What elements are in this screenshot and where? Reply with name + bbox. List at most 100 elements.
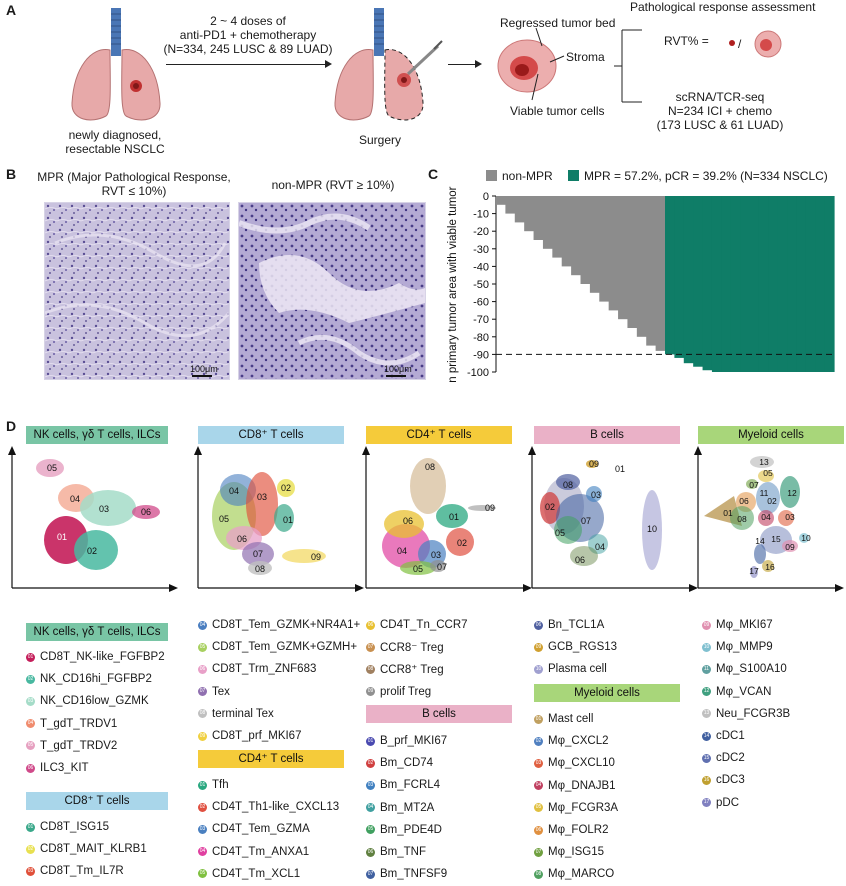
legend-nonmpr-swatch [486,170,497,181]
waterfall-bar-mpr [796,196,807,372]
legend-title-myeloid: Myeloid cells [534,684,680,702]
waterfall-bar-nonmpr [618,196,629,320]
legend-dot: 03 [534,758,543,768]
legend-label: CD8T_NK-like_FGFBP2 [40,651,165,664]
mpr-histology-image [44,202,230,380]
legend-dot: 03 [26,866,35,876]
umap-cd8-label: 04 [229,486,239,496]
legend-label: Bm_MT2A [380,801,435,814]
legend-label: Bm_TNFSF9 [380,868,448,881]
legend-label: Mast cell [548,713,594,726]
legend-item: 06 Mφ_FOLR2 [534,819,618,841]
rvt-slash: / [738,37,742,51]
legend-dot: 05 [366,825,375,835]
legend-label: GCB_RGS13 [548,641,618,654]
legend-dot: 04 [366,803,375,813]
legend-dot: 10 [702,642,711,652]
legend-item: 06 Bm_TNF [366,841,447,863]
waterfall-tick-label: -30 [473,244,489,256]
scalebar-1: 100μm [190,364,218,374]
legend-item: 01 CD8T_NK-like_FGFBP2 [26,646,165,668]
umap-cd4: 08 01 09 02 04 03 05 06 07 [362,446,532,592]
dose-line-2: anti-PD1 + chemotherapy [179,28,317,42]
waterfall-bar-nonmpr [533,196,544,240]
waterfall-bar-mpr [711,196,722,372]
legend-label: Plasma cell [548,663,607,676]
legend-label: Bm_TNF [380,846,426,859]
dose-line-3: (N=334, 245 LUSC & 89 LUAD) [163,42,333,56]
legend-dot: 07 [534,847,543,857]
umap-myeloid-label: 03 [785,512,795,522]
panel-a-label: A [6,2,17,18]
waterfall-tick-label: -50 [473,279,489,291]
legend-label: pDC [716,796,740,809]
legend-title-nk: NK cells, γδ T cells, ILCs [26,623,168,641]
umap-nk-label: 05 [47,463,57,473]
legend-dot: 01 [26,822,35,832]
umap-b-label: 02 [545,502,555,512]
legend-dot: 05 [198,869,207,879]
legend-label: Mφ_MKI67 [716,619,773,632]
panel-c-label: C [428,166,439,182]
dose-line-1: 2 ~ 4 doses of [210,14,286,28]
legend-label: Mφ_VCAN [716,685,772,698]
waterfall-bar-nonmpr [655,196,666,351]
umap-cd8-label: 08 [255,564,265,574]
legend-dot: 06 [366,620,375,630]
legend-item: 11 Mφ_S100A10 [702,658,790,680]
umap-myeloid-label: 14 [755,536,765,546]
legend-dot: 11 [702,664,711,674]
legend-cd4-b: 06 CD4T_Tn_CCR7 07 CCR8⁻ Treg 08 CCR8⁺ Treg 09… [366,614,468,703]
umap-cd8-label: 07 [253,549,263,559]
legend-dot: 03 [26,696,35,706]
mpr-title-1: MPR (Major Pathological Response, [37,170,231,184]
legend-label: T_gdT_TRDV2 [40,739,118,752]
legend-dot: 07 [366,642,375,652]
legend-label: Bm_PDE4D [380,823,442,836]
legend-item: 06 CD4T_Tn_CCR7 [366,614,468,636]
waterfall-bar-nonmpr [608,196,619,311]
waterfall-bar-mpr [702,196,713,371]
header-b: B cells [534,426,680,444]
umap-myeloid-label: 02 [767,496,777,506]
waterfall-ylabel: Change in primary tumor area with viable… [447,186,459,382]
legend-item: 06 Bn_TCL1A [534,614,617,636]
legend-item: 12 Mφ_VCAN [702,681,790,703]
umap-cd8-label: 01 [283,515,293,525]
legend-item: 01 Tfh [198,774,339,796]
umap-myeloid-label: 10 [801,533,811,543]
umap-myeloid-label: 04 [761,512,771,522]
waterfall-bar-mpr [805,196,816,372]
legend-myeloid-b: 09 Mφ_MKI67 10 Mφ_MMP9 11 Mφ_S100A10 12 Mφ_VCAN… [702,614,790,814]
waterfall-tick-label: -60 [473,297,489,309]
legend-dot: 17 [702,798,711,808]
waterfall-bar-mpr [777,196,788,372]
legend-item: 10 Plasma cell [534,658,617,680]
legend-dot: 14 [702,731,711,741]
legend-label: CD4T_Tem_GZMA [212,823,310,836]
legend-item: 09 GCB_RGS13 [534,636,617,658]
waterfall-tick-label: -100 [467,367,489,379]
legend-dot: 04 [198,620,207,630]
umap-nk-label: 01 [57,532,67,542]
legend-item: 10 Mφ_MMP9 [702,636,790,658]
legend-item: 01 Mast cell [534,708,618,730]
umap-myeloid-label: 05 [763,468,773,478]
umap-myeloid-label: 06 [739,496,749,506]
legend-dot: 08 [366,664,375,674]
waterfall-bar-nonmpr [571,196,582,276]
legend-item: 01 B_prf_MKI67 [366,730,447,752]
legend-b-b: 01 B_prf_MKI67 02 Bm_CD74 03 Bm_FCRL4 04 Bm_MT2… [366,730,447,885]
waterfall-bar-nonmpr [561,196,572,267]
stroma-label: Stroma [566,50,605,64]
legend-item: 03 NK_CD16low_GZMK [26,690,165,712]
umap-cd4-label: 02 [457,538,467,548]
umap-myeloid-label: 12 [787,488,797,498]
legend-label: CD8T_prf_MKI67 [212,730,302,743]
waterfall-bar-mpr [749,196,760,372]
waterfall-bar-mpr [683,196,694,364]
legend-item: 08 Mφ_MARCO [534,863,618,885]
legend-cd4-a: 01 Tfh 02 CD4T_Th1-like_CXCL13 03 CD4T_Tem_GZ… [198,774,339,885]
legend-label: Mφ_FCGR3A [548,801,619,814]
legend-nk: 01 CD8T_NK-like_FGFBP2 02 NK_CD16hi_FGFBP2 0… [26,646,165,779]
